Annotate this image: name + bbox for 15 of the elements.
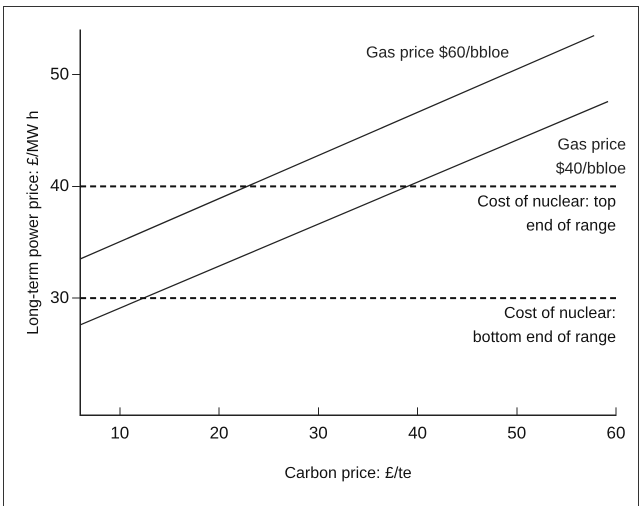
x-tick-label: 50: [507, 423, 526, 442]
y-tick-label: 30: [50, 288, 70, 307]
x-tick-label: 40: [408, 423, 427, 442]
x-tick-label: 60: [606, 423, 626, 442]
x-tick-label: 30: [308, 423, 328, 442]
x-axis-title: Carbon price: £/te: [284, 464, 412, 482]
y-axis-title: Long-term power price: £/MW h: [25, 110, 42, 335]
y-tick-label: 40: [50, 176, 70, 196]
series-label: Gas price $40/bbloe: [556, 136, 626, 178]
x-tick-label: 20: [210, 423, 229, 442]
y-tick-label: 50: [50, 64, 70, 84]
ref-line-label: Cost of nuclear: top end of range: [477, 193, 616, 234]
x-tick-label: 10: [110, 423, 130, 442]
ref-line-label: Cost of nuclear: bottom end of range: [472, 305, 616, 346]
series-label: Gas price $60/bbloe: [366, 44, 510, 62]
